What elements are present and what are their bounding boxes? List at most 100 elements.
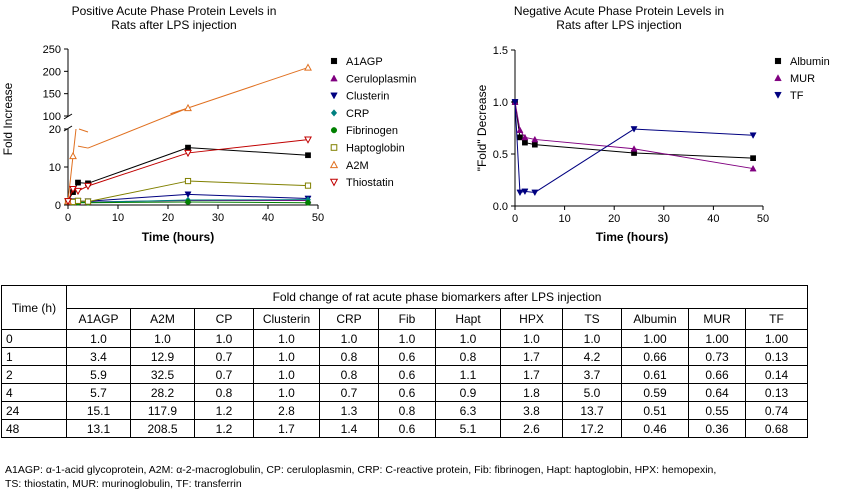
chart1-legend-label: Thiostatin — [346, 177, 394, 189]
chart1-legend-marker — [330, 57, 338, 65]
chart1-legend-label: A1AGP — [346, 56, 383, 68]
value-cell: 1.0 — [253, 347, 320, 366]
value-cell: 3.7 — [562, 365, 622, 384]
chart1-series-line — [72, 128, 77, 157]
chart1-title-line1: Positive Acute Phase Protein Levels in — [72, 4, 277, 18]
chart2-data-point — [749, 132, 757, 139]
chart2-data-point — [531, 135, 539, 143]
chart2-legend-label: Albumin — [790, 56, 830, 68]
value-cell: 1.00 — [745, 329, 808, 348]
value-cell: 1.4 — [319, 419, 379, 438]
chart2-x-tick-label: 30 — [658, 213, 670, 225]
table-title-row: Time (h) Fold change of rat acute phase … — [1, 285, 808, 330]
chart2-legend-marker — [774, 91, 782, 99]
chart2-y-tick-label: 0.0 — [493, 201, 508, 213]
chart2-data-point — [516, 126, 524, 133]
chart2-series-mur — [511, 98, 757, 172]
value-cell: 1.0 — [253, 329, 320, 348]
chart2-y-axis-label: "Fold" Decrease — [475, 84, 489, 171]
chart1-series-line — [187, 193, 309, 200]
chart1-data-point — [304, 136, 312, 144]
value-cell: 12.9 — [130, 347, 195, 366]
table-row: 0 1.0 1.0 1.0 1.0 1.0 1.0 1.0 1.0 1.0 1.00 1.00 1.00 — [1, 329, 808, 348]
value-cell: 0.9 — [435, 383, 501, 402]
chart1-y-tick-label: 0 — [55, 200, 61, 212]
chart2-series-tf — [511, 99, 757, 197]
time-cell: 4 — [1, 383, 67, 402]
chart1-y-tick-label: 150 — [43, 89, 61, 101]
time-cell: 0 — [1, 329, 67, 348]
chart1-legend-marker — [329, 160, 339, 169]
chart1-data-point — [184, 103, 192, 112]
chart1-series-line — [77, 145, 89, 149]
value-cell: 1.0 — [562, 329, 622, 348]
value-cell: 5.0 — [562, 383, 622, 402]
value-cell: 1.3 — [319, 401, 379, 420]
table-row: 1 3.4 12.9 0.7 1.0 0.8 0.6 0.8 1.7 4.2 0.66 0.73 0.1… — [1, 347, 808, 366]
chart2-data-point — [749, 164, 757, 172]
chart1-legend-label: Fibrinogen — [346, 125, 398, 137]
value-cell: 13.7 — [562, 401, 622, 420]
chart1-y-tick-label: 200 — [43, 66, 61, 78]
footnote-line-1: A1AGP: α-1-acid glycoprotein, A2M: α-2-m… — [5, 464, 717, 476]
positive-app-chart: Positive Acute Phase Protein Levels in R… — [1, 4, 416, 244]
chart1-x-tick-label: 20 — [162, 212, 174, 224]
chart2-title-line1: Negative Acute Phase Protein Levels in — [514, 4, 724, 18]
value-cell: 0.7 — [319, 383, 379, 402]
column-header: Fib — [378, 308, 436, 330]
chart1-data-point — [74, 187, 82, 196]
value-cell: 0.14 — [745, 365, 808, 384]
table-row: 24 15.1 117.9 1.2 2.8 1.3 0.8 6.3 3.8 13.7 0.51 0.5… — [1, 401, 808, 420]
value-cell: 0.7 — [194, 365, 254, 384]
table-row: 4 5.7 28.2 0.8 1.0 0.7 0.6 0.9 1.8 5.0 0.59 0.64 0.1… — [1, 383, 808, 402]
chart1-data-point — [184, 191, 192, 198]
chart2-data-point — [531, 141, 538, 148]
chart2-legend-label: MUR — [790, 73, 815, 85]
chart2-data-point — [531, 189, 539, 197]
chart2-data-point — [522, 139, 528, 146]
chart2-x-axis-label: Time (hours) — [596, 230, 668, 244]
chart1-legend-label: Haptoglobin — [346, 143, 405, 155]
value-cell: 32.5 — [130, 365, 195, 384]
value-cell: 5.1 — [435, 419, 501, 438]
chart2-legend-marker — [774, 74, 782, 82]
chart1-data-point — [184, 149, 192, 158]
value-cell: 0.7 — [194, 347, 254, 366]
chart1-legend-marker — [330, 92, 338, 100]
chart1-data-point — [304, 63, 312, 71]
chart2-legend-marker — [774, 57, 782, 65]
chart1-x-tick-label: 30 — [212, 212, 224, 224]
column-header: A1AGP — [66, 308, 131, 330]
value-cell: 1.0 — [435, 329, 501, 348]
value-cell: 1.2 — [194, 419, 254, 438]
value-cell: 0.66 — [688, 365, 746, 384]
value-cell: 0.66 — [621, 347, 689, 366]
negative-app-chart: Negative Acute Phase Protein Levels in R… — [475, 4, 830, 244]
value-cell: 0.55 — [688, 401, 746, 420]
chart1-y-tick-label: 100 — [43, 111, 61, 123]
value-cell: 0.8 — [319, 365, 379, 384]
chart2-data-point — [516, 189, 524, 197]
value-cell: 0.73 — [688, 347, 746, 366]
value-cell: 1.8 — [500, 383, 563, 402]
value-cell: 0.13 — [745, 347, 808, 366]
value-cell: 13.1 — [66, 419, 131, 438]
chart2-series-line — [514, 101, 754, 170]
chart1-series-line — [87, 107, 189, 149]
chart1-data-point — [184, 177, 192, 185]
table-row: 48 13.1 208.5 1.2 1.7 1.4 0.6 5.1 2.6 17.2 0.46 0.3… — [1, 419, 808, 438]
chart1-data-point — [69, 151, 77, 160]
value-cell: 1.0 — [194, 329, 254, 348]
column-header: MUR — [688, 308, 746, 330]
value-cell: 0.6 — [378, 365, 436, 384]
value-cell: 5.7 — [66, 383, 131, 402]
chart1-legend-marker — [330, 74, 338, 82]
value-cell: 1.2 — [194, 401, 254, 420]
value-cell: 1.0 — [66, 329, 131, 348]
value-cell: 0.61 — [621, 365, 689, 384]
column-header: Clusterin — [253, 308, 320, 330]
column-header: CRP — [319, 308, 379, 330]
column-header: TF — [745, 308, 808, 330]
value-cell: 1.00 — [688, 329, 746, 348]
chart1-data-point — [74, 197, 82, 204]
